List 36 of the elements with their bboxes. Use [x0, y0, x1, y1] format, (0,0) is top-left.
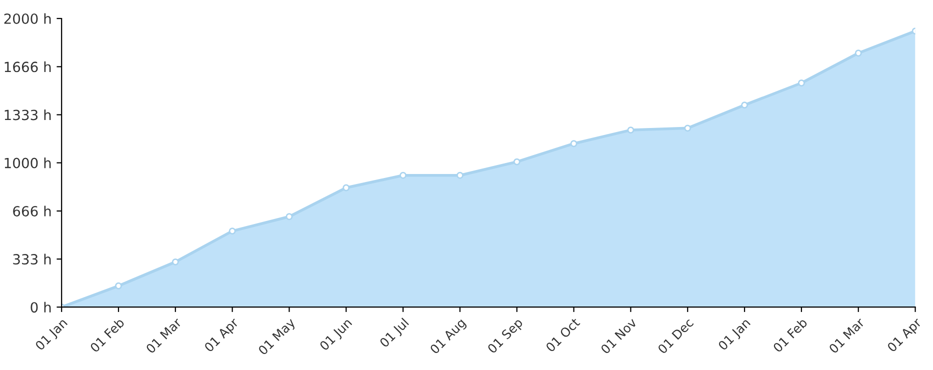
x-tick-label: 01 Dec — [657, 318, 694, 354]
point — [570, 140, 578, 148]
x-tick-label: 01 Apr — [204, 316, 241, 354]
point — [456, 172, 464, 179]
point — [798, 80, 805, 86]
point — [228, 228, 236, 235]
x-tick-label: 01 Mar — [828, 316, 866, 354]
point — [684, 124, 692, 132]
x-tick-label: 01 Sep — [486, 317, 525, 356]
x-tick-label: 01 Aug — [429, 318, 468, 356]
x-tick-label: 01 Mar — [145, 316, 182, 354]
x-tick-label: 01 Feb — [89, 317, 125, 353]
point — [115, 282, 122, 290]
point — [513, 158, 520, 166]
point — [854, 50, 862, 57]
x-tick-label: 01 Jan — [34, 318, 70, 352]
point — [172, 258, 179, 266]
y-tick-label: 1666 h — [4, 61, 51, 72]
point — [741, 102, 748, 109]
x-tick-label: 01 Oct — [545, 317, 580, 352]
y-tick-label: 2000 h — [4, 13, 51, 24]
y-tick-label: 0 h — [30, 302, 51, 313]
y-tick-label: 333 h — [13, 254, 51, 265]
y-tick-label: 1333 h — [4, 109, 51, 120]
x-tick-label: 01 Apr — [886, 316, 924, 354]
y-tick-label: 666 h — [13, 206, 51, 216]
point — [627, 126, 634, 134]
x-tick-label: 01 Jul — [378, 318, 411, 350]
x-tick-label: 01 Feb — [772, 317, 808, 353]
y-tick-label: 1000 h — [4, 158, 51, 168]
x-tick-label: 01 Jan — [718, 318, 752, 352]
point — [342, 184, 350, 192]
point — [286, 213, 293, 220]
x-tick-label: 01 Jun — [319, 318, 354, 353]
x-tick-label: 01 Nov — [600, 317, 638, 354]
point — [400, 172, 407, 179]
